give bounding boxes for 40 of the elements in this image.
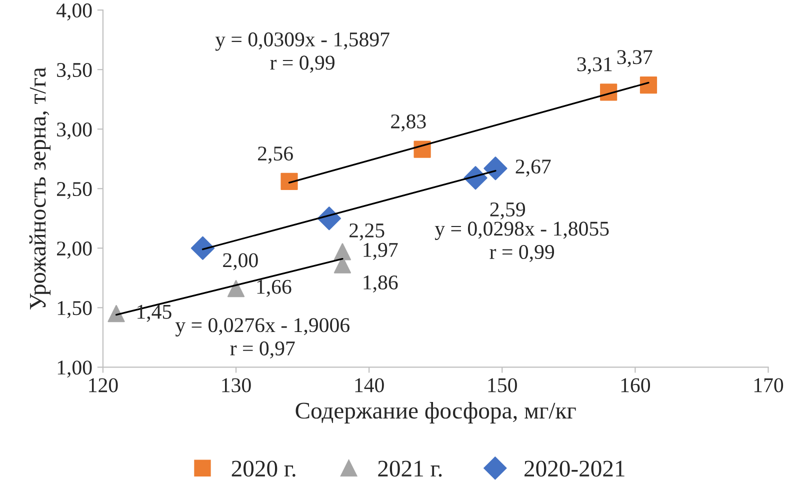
y-tick-label: 1,00 (58, 360, 92, 378)
x-tick-label: 120 (89, 378, 118, 392)
x-tick-label: 170 (754, 378, 784, 392)
point (108, 305, 125, 322)
data-label: 3,37 (617, 50, 652, 68)
legend-label: 2020 г. (232, 460, 296, 477)
y-tick-label: 3,50 (57, 62, 92, 80)
point (280, 172, 298, 190)
y-tick-label: 2,50 (57, 182, 92, 200)
data-label: 1,86 (364, 275, 398, 292)
legend-label: 2020-2021 (524, 460, 624, 477)
point (484, 156, 508, 180)
x-axis-title: Содержание фосфора, мг/кг (296, 402, 576, 424)
data-label: 2,56 (258, 146, 293, 164)
y-tick-label: 2,00 (57, 242, 92, 259)
data-label: 1,66 (257, 280, 292, 297)
data-label: 3,31 (577, 57, 612, 74)
x-tick-label: 140 (355, 378, 384, 392)
data-label: 1,45 (138, 304, 172, 322)
annotation: y = 0,0298x - 1,8055 r = 0,99 (434, 222, 609, 262)
y-axis-title: Урожайность зерна, т/га (29, 67, 51, 310)
y-tick-label: 3,00 (57, 122, 92, 140)
point (227, 280, 245, 298)
x-tick-label: 130 (222, 378, 251, 392)
x-tick-label: 160 (621, 378, 650, 392)
data-label: 2,25 (350, 223, 384, 240)
point (334, 243, 352, 260)
annotation: y = 0,0309x - 1,5897 r = 0,99 (215, 32, 390, 73)
legend-label: 2021 г. (378, 460, 442, 477)
x-tick-label: 150 (488, 378, 517, 392)
data-label: 2,00 (223, 253, 258, 270)
data-label: 2,59 (490, 202, 526, 220)
y-tick-label: 4,00 (56, 3, 92, 20)
data-label: 2,83 (391, 114, 426, 132)
data-label: 1,97 (364, 242, 398, 260)
point (640, 76, 658, 94)
point (190, 236, 215, 260)
annotation: y = 0,0276x - 1,9006 r = 0,97 (175, 318, 350, 358)
y-tick-label: 1,50 (58, 301, 92, 318)
data-label: 2,67 (516, 160, 551, 177)
